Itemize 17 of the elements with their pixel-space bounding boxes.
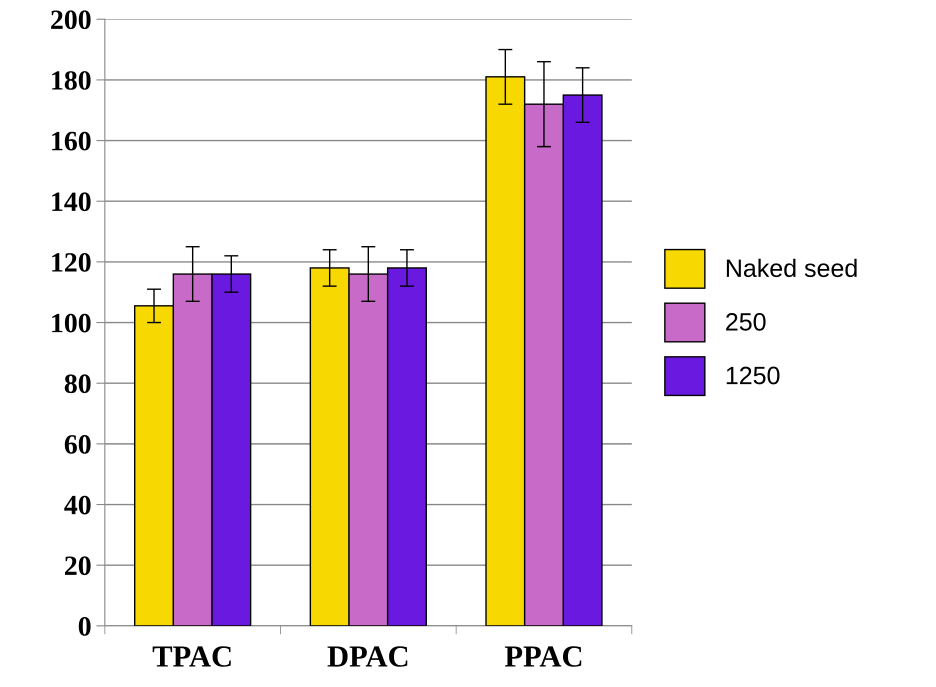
y-tick-label: 120 xyxy=(52,253,91,272)
y-tick-label: 60 xyxy=(64,435,91,454)
y-tick-label: 100 xyxy=(52,314,91,332)
legend-label: Naked seed xyxy=(726,258,857,278)
y-tick-label: 40 xyxy=(64,496,91,514)
y-tick-label: 0 xyxy=(78,617,91,636)
x-tick-label: TPAC xyxy=(152,646,231,667)
y-tick-label: 140 xyxy=(52,192,91,212)
legend-label: 250 xyxy=(726,313,766,331)
y-tick-label: 20 xyxy=(65,556,91,576)
y-tick-label: 80 xyxy=(64,374,91,394)
x-tick-label: DPAC xyxy=(328,646,408,667)
y-tick-label: 160 xyxy=(52,132,91,150)
legend-label: 1250 xyxy=(726,366,780,384)
y-tick-label: 200 xyxy=(51,10,91,30)
x-tick-label: PPAC xyxy=(504,646,582,667)
y-tick-label: 180 xyxy=(52,71,91,90)
